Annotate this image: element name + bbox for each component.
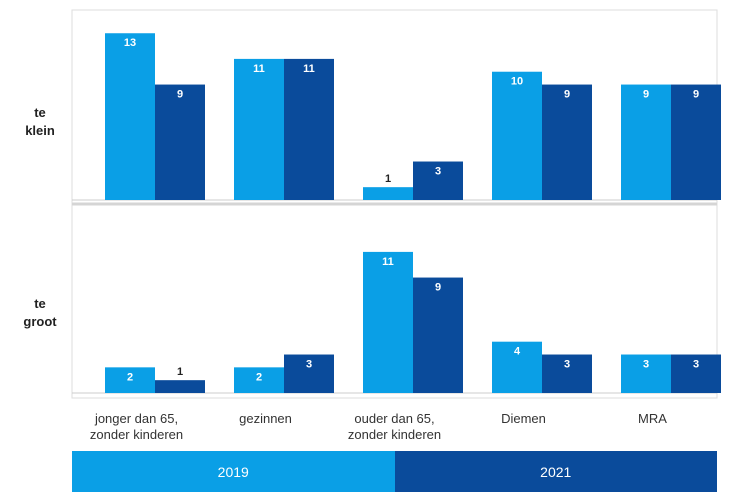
bar-te-klein-2019-4 [621,84,671,200]
bar-te-groot-2019-4 [621,354,671,393]
bar-te-groot-2019-2 [363,251,413,393]
panel-label-te-groot-line2: groot [23,314,57,329]
bar-te-klein-2021-2 [413,161,463,200]
bar-te-groot-2019-1 [234,367,284,393]
data-label-te-groot-2019-3: 4 [514,346,521,358]
panel-label-te-groot-line1: te [34,296,46,311]
bar-te-klein-2019-0 [105,33,155,200]
data-label-te-groot-2021-4: 3 [693,359,699,371]
data-label-te-klein-2019-4: 9 [643,89,649,101]
bar-te-groot-2021-1 [284,354,334,393]
category-label-3: Diemen [501,411,546,426]
bar-te-groot-2019-0 [105,367,155,393]
category-label-1: gezinnen [239,411,292,426]
panel-label-te-groot: te groot [6,295,74,331]
bar-te-klein-2019-1 [234,58,284,201]
data-label-te-klein-2021-2: 3 [435,166,441,178]
bar-te-klein-2021-0 [155,84,205,200]
data-label-te-klein-2019-2: 1 [385,173,391,185]
panel-label-te-klein: te klein [6,104,74,140]
legend-item-2019: 2019 [72,451,395,492]
data-label-te-klein-2019-1: 11 [253,63,265,75]
legend-item-2021: 2021 [394,451,717,492]
panel-label-te-klein-line1: te [34,105,46,120]
data-label-te-klein-2021-1: 11 [303,63,315,75]
bar-te-klein-2019-3 [492,71,542,200]
data-label-te-groot-2021-2: 9 [435,282,441,294]
data-label-te-klein-2021-4: 9 [693,89,699,101]
bar-te-klein-2021-4 [671,84,721,200]
data-label-te-groot-2019-4: 3 [643,359,649,371]
bar-te-groot-2021-3 [542,354,592,393]
data-label-te-groot-2021-0: 1 [177,366,183,378]
data-label-te-klein-2021-0: 9 [177,89,183,101]
category-label-4: MRA [638,411,667,426]
data-label-te-groot-2021-1: 3 [306,359,312,371]
category-label-2: ouder dan 65, zonder kinderen [347,411,442,442]
data-label-te-klein-2019-3: 10 [511,76,523,88]
data-label-te-klein-2019-0: 13 [124,37,136,49]
bar-te-klein-2019-2 [363,187,413,200]
panel-label-te-klein-line2: klein [25,123,55,138]
data-label-te-klein-2021-3: 9 [564,89,570,101]
bar-te-groot-2021-0 [155,380,205,393]
bar-te-klein-2021-1 [284,58,334,201]
data-label-te-groot-2019-0: 2 [127,371,133,383]
bar-te-klein-2021-3 [542,84,592,200]
bar-te-groot-2021-4 [671,354,721,393]
data-label-te-groot-2019-1: 2 [256,371,262,383]
bar-te-groot-2021-2 [413,277,463,393]
data-label-te-groot-2021-3: 3 [564,359,570,371]
bar-te-groot-2019-3 [492,341,542,393]
data-label-te-groot-2019-2: 11 [382,256,394,268]
category-label-0: jonger dan 65, zonder kinderen [89,411,184,442]
legend: 2019 2021 [72,451,717,492]
